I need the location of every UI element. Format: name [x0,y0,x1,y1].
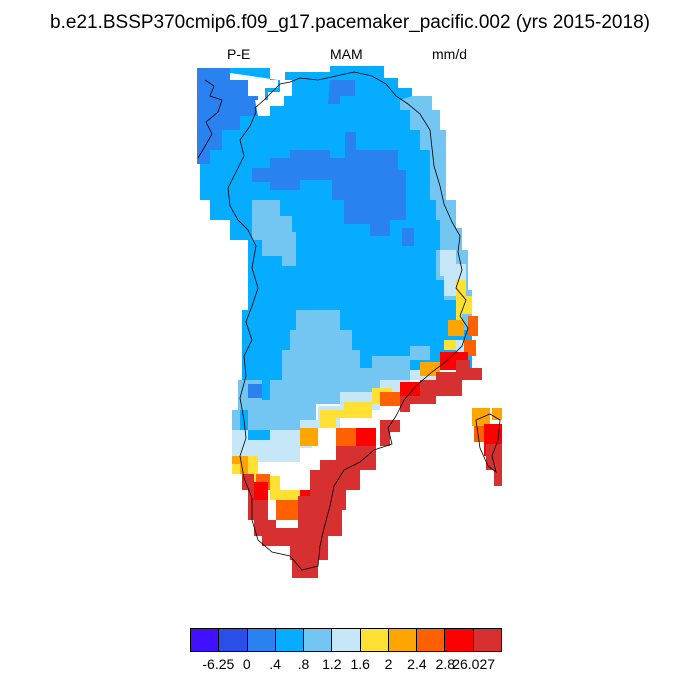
colorbar-tick-label: 2.8 [435,656,455,672]
colorbar-swatch [473,629,501,651]
colorbar-swatch [247,629,276,651]
season-label: MAM [330,46,363,62]
colorbar-swatch [417,629,446,651]
colorbar-tick-label: 1.2 [322,656,342,672]
region-central-low [252,132,406,236]
colorbar [190,628,502,652]
coastline [197,71,501,571]
region-south-mid [248,310,430,440]
region-dark-red [242,360,502,578]
colorbar-labels: -6.25 0 .4 .8 1.2 1.6 2 2.4 2.8 26.027 [0,656,700,676]
colorbar-tick-label: .4 [269,656,281,672]
map-title: b.e21.BSSP370cmip6.f09_g17.pacemaker_pac… [50,12,650,33]
colorbar-swatch [332,629,361,651]
colorbar-swatch [388,629,418,651]
colorbar-tick-label: 26.027 [452,656,496,672]
region-nw-low [197,68,258,164]
region-west-mid [252,200,296,266]
region-ne-low [328,80,355,104]
variable-label: P-E [227,46,251,62]
region-small-low [402,228,414,246]
region-w-coast-small [248,384,262,398]
units-label: mm/d [432,46,467,62]
region-nw-gap [255,80,292,116]
colorbar-swatch [275,629,305,651]
colorbar-tick-label: 2.4 [407,656,427,672]
colorbar-tick-label: 2 [384,656,393,672]
colorbar-swatch [191,629,220,651]
region-east-pale [440,250,466,296]
colorbar-tick-label: -6.25 [202,656,235,672]
colorbar-tick-label: 1.6 [350,656,370,672]
colorbar-swatch [360,629,389,651]
colorbar-swatch [304,629,333,651]
colorbar-tick-label: .8 [297,656,310,672]
colorbar-swatch [445,629,474,651]
colorbar-tick-label: 0 [242,656,251,672]
colorbar-swatch [219,629,248,651]
